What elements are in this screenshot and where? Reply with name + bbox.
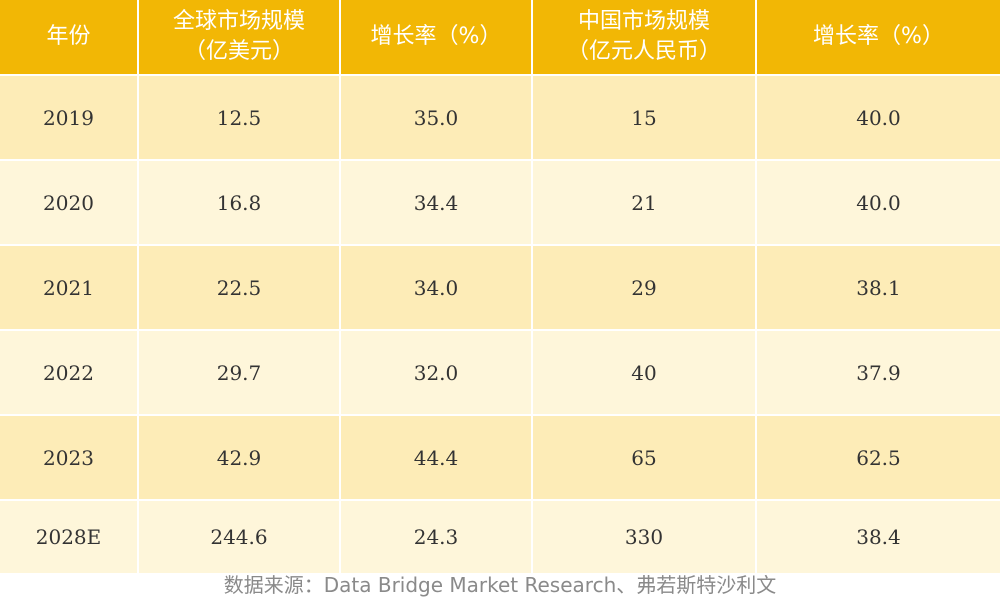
cell-global-size: 244.6: [138, 500, 341, 575]
header-year: 年份: [0, 0, 139, 76]
cell-year: 2019: [0, 75, 139, 161]
cell-china-size: 21: [532, 160, 757, 246]
cell-year: 2028E: [0, 500, 139, 575]
header-row: 年份 全球市场规模 （亿美元） 增长率（%） 中国市场规模 （亿元人民币） 增长…: [0, 0, 1000, 76]
cell-china-growth: 40.0: [756, 160, 1000, 246]
cell-china-size: 65: [532, 415, 757, 501]
cell-china-growth: 38.1: [756, 245, 1000, 331]
cell-china-size: 29: [532, 245, 757, 331]
cell-global-size: 16.8: [138, 160, 341, 246]
header-global-growth-label: 增长率（%）: [370, 24, 502, 49]
cell-china-growth: 37.9: [756, 330, 1000, 416]
cell-china-size: 40: [532, 330, 757, 416]
header-china-size-unit: （亿元人民币）: [566, 39, 721, 64]
table-row: 2022 29.7 32.0 40 37.9: [0, 330, 1000, 416]
cell-global-growth: 34.4: [340, 160, 533, 246]
cell-year: 2023: [0, 415, 139, 501]
cell-china-size: 330: [532, 500, 757, 575]
cell-year: 2022: [0, 330, 139, 416]
table-row: 2028E 244.6 24.3 330 38.4: [0, 500, 1000, 575]
header-china-size-label: 中国市场规模: [577, 9, 710, 34]
header-china-size: 中国市场规模 （亿元人民币）: [532, 0, 757, 76]
cell-china-size: 15: [532, 75, 757, 161]
cell-global-size: 42.9: [138, 415, 341, 501]
header-year-label: 年份: [46, 24, 91, 49]
header-global-size-unit: （亿美元）: [183, 39, 294, 64]
cell-china-growth: 40.0: [756, 75, 1000, 161]
table-row: 2020 16.8 34.4 21 40.0: [0, 160, 1000, 246]
market-size-table: 年份 全球市场规模 （亿美元） 增长率（%） 中国市场规模 （亿元人民币） 增长…: [0, 0, 1000, 575]
table-row: 2021 22.5 34.0 29 38.1: [0, 245, 1000, 331]
header-global-size: 全球市场规模 （亿美元）: [138, 0, 341, 76]
cell-global-growth: 35.0: [340, 75, 533, 161]
header-global-growth: 增长率（%）: [340, 0, 533, 76]
cell-global-size: 22.5: [138, 245, 341, 331]
cell-global-growth: 44.4: [340, 415, 533, 501]
cell-china-growth: 38.4: [756, 500, 1000, 575]
header-global-size-label: 全球市场规模: [172, 9, 305, 34]
header-china-growth-label: 增长率（%）: [813, 24, 944, 49]
cell-global-growth: 32.0: [340, 330, 533, 416]
table-row: 2023 42.9 44.4 65 62.5: [0, 415, 1000, 501]
cell-china-growth: 62.5: [756, 415, 1000, 501]
source-note: 数据来源：Data Bridge Market Research、弗若斯特沙利文: [223, 573, 777, 597]
cell-global-size: 12.5: [138, 75, 341, 161]
cell-global-size: 29.7: [138, 330, 341, 416]
cell-global-growth: 24.3: [340, 500, 533, 575]
header-china-growth: 增长率（%）: [756, 0, 1000, 76]
cell-global-growth: 34.0: [340, 245, 533, 331]
cell-year: 2020: [0, 160, 139, 246]
cell-year: 2021: [0, 245, 139, 331]
table-row: 2019 12.5 35.0 15 40.0: [0, 75, 1000, 161]
